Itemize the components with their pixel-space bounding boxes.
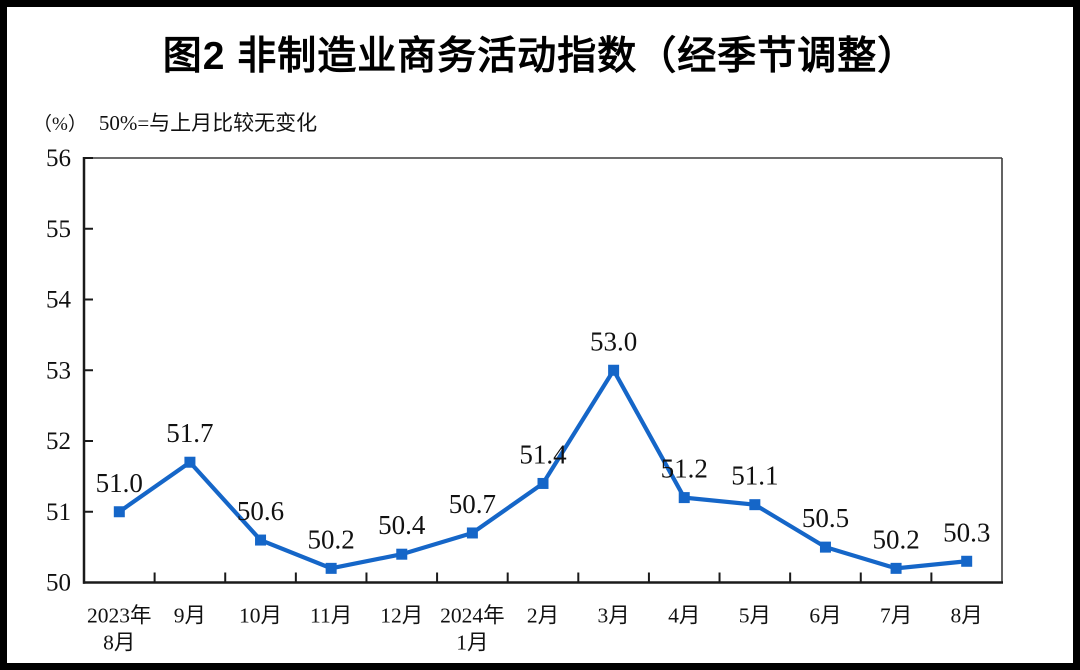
data-point xyxy=(608,364,620,376)
x-axis-label: 10月 xyxy=(239,604,282,628)
x-axis-label: 2023年 8月 xyxy=(87,604,152,655)
y-tick-label: 52 xyxy=(46,428,71,455)
data-label: 50.2 xyxy=(872,524,919,554)
data-point xyxy=(678,492,690,504)
y-tick-label: 54 xyxy=(46,287,72,314)
baseline-note: 50%=与上月比较无变化 xyxy=(98,111,318,135)
data-point xyxy=(890,562,902,574)
data-label: 50.7 xyxy=(449,489,496,519)
data-label: 51.2 xyxy=(661,454,708,484)
y-tick-label: 55 xyxy=(46,216,71,243)
x-axis-label: 11月 xyxy=(310,604,352,628)
y-tick-label: 51 xyxy=(46,499,71,526)
x-axis-label: 12月 xyxy=(380,604,423,628)
data-label: 51.7 xyxy=(166,418,213,448)
data-label: 50.2 xyxy=(308,524,355,554)
x-axis-label: 4月 xyxy=(668,604,700,628)
data-label: 51.0 xyxy=(96,468,143,498)
data-point xyxy=(325,562,337,574)
data-point xyxy=(819,541,831,553)
data-point xyxy=(537,477,549,489)
data-point xyxy=(466,527,478,539)
data-point xyxy=(113,506,125,518)
data-label: 53.0 xyxy=(590,326,637,356)
x-axis-label: 2024年 1月 xyxy=(440,604,505,655)
data-point xyxy=(396,548,408,560)
data-point xyxy=(255,534,267,546)
line-chart: 50 51 52 53 54 55 56 2023年 8月 9月 10月 11月 12月 2024年 1月 2… xyxy=(46,145,1003,655)
y-axis-unit-label: （%） xyxy=(33,114,87,135)
x-axis-label: 8月 xyxy=(951,604,983,628)
data-point xyxy=(749,499,761,511)
x-axis-label: 3月 xyxy=(597,604,629,628)
data-label: 51.1 xyxy=(731,461,778,491)
y-tick-label: 53 xyxy=(46,357,71,384)
x-axis-label: 7月 xyxy=(880,604,912,628)
axis-note-row: （%） 50%=与上月比较无变化 xyxy=(33,107,317,137)
data-label: 51.4 xyxy=(519,439,567,469)
x-axis-label: 6月 xyxy=(809,604,841,628)
data-label: 50.5 xyxy=(802,503,849,533)
y-tick-label: 56 xyxy=(46,145,71,172)
data-label: 50.4 xyxy=(378,510,426,540)
y-tick-label: 50 xyxy=(46,570,71,597)
data-point xyxy=(184,456,196,468)
x-axis-label: 2月 xyxy=(527,604,559,628)
x-axis-label: 9月 xyxy=(174,604,206,628)
x-axis-label: 5月 xyxy=(739,604,771,628)
data-point xyxy=(961,555,973,567)
data-label: 50.6 xyxy=(237,496,284,526)
data-label: 50.3 xyxy=(943,517,990,547)
chart-title: 图2 非制造业商务活动指数（经季节调整） xyxy=(162,35,918,78)
